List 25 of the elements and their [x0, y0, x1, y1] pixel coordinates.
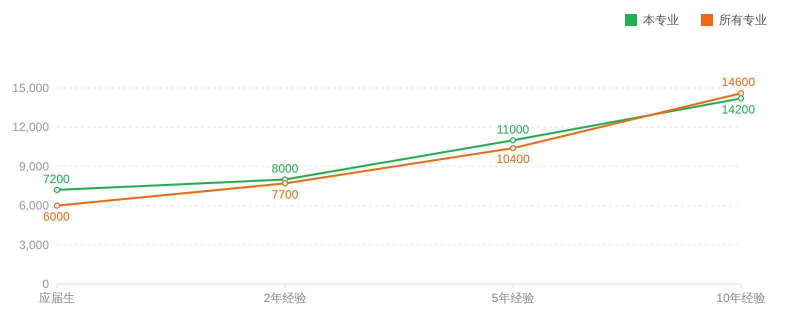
point: [738, 95, 744, 102]
y-tick-label: 15,000: [12, 81, 50, 95]
data-label: 7200: [43, 172, 70, 186]
x-tick-label: 5年经验: [492, 291, 534, 305]
point: [54, 202, 60, 209]
legend-label: 所有专业: [719, 13, 767, 27]
x-tick-label: 2年经验: [264, 291, 306, 305]
y-tick-label: 3,000: [18, 238, 50, 252]
y-tick-label: 12,000: [12, 120, 50, 134]
point: [282, 180, 288, 186]
point: [738, 90, 744, 96]
point: [510, 137, 516, 144]
x-tick-label: 10年经验: [716, 291, 766, 305]
data-label: 11000: [496, 122, 530, 136]
data-label: 14200: [722, 102, 756, 116]
data-label: 10400: [496, 152, 530, 166]
point: [54, 186, 60, 194]
data-label: 8000: [272, 161, 299, 176]
legend-label: 本专业: [643, 13, 679, 27]
point: [510, 145, 516, 152]
x-tick-label: 应届生: [39, 291, 75, 305]
y-tick-label: 9,000: [18, 159, 50, 174]
data-label: 7700: [272, 187, 299, 202]
data-label: 14600: [722, 75, 756, 90]
y-tick-label: 0: [42, 277, 50, 291]
